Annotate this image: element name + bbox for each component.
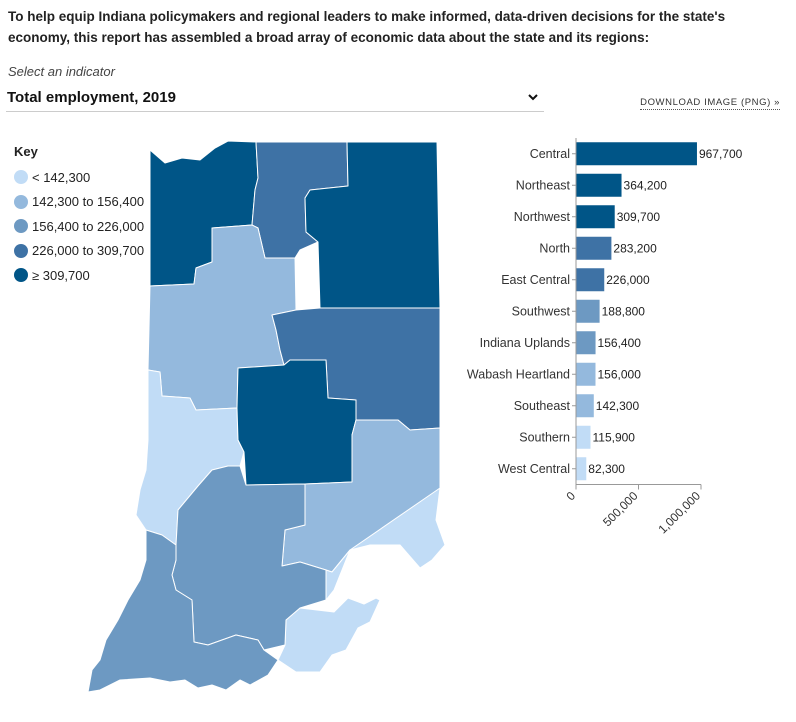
value-label: 188,800 bbox=[602, 304, 646, 318]
category-label: Southern bbox=[519, 430, 570, 444]
value-label: 156,400 bbox=[598, 336, 642, 350]
category-label: Southwest bbox=[512, 304, 571, 318]
indicator-select-value: Total employment, 2019 bbox=[7, 89, 176, 106]
indiana-region-map bbox=[87, 140, 446, 693]
key-title: Key bbox=[14, 144, 38, 159]
bar bbox=[576, 142, 697, 166]
bar bbox=[576, 268, 605, 292]
key-swatch bbox=[14, 194, 28, 209]
category-label: North bbox=[539, 241, 570, 255]
key-item: < 142,300 bbox=[14, 165, 144, 190]
key-swatch bbox=[14, 268, 28, 283]
value-label: 156,000 bbox=[598, 367, 642, 381]
value-label: 309,700 bbox=[617, 210, 661, 224]
category-label: Northeast bbox=[516, 178, 571, 192]
bar bbox=[576, 299, 600, 323]
key-swatch bbox=[14, 170, 28, 185]
key-label: < 142,300 bbox=[32, 169, 91, 185]
bar bbox=[576, 205, 615, 229]
map-key: Key < 142,300 142,300 to 156,400 156,400… bbox=[14, 144, 144, 288]
value-label: 967,700 bbox=[699, 147, 743, 161]
key-item: 226,000 to 309,700 bbox=[14, 239, 144, 264]
x-tick-label: 1,000,000 bbox=[655, 488, 703, 536]
key-swatch bbox=[14, 243, 28, 258]
bar bbox=[576, 236, 612, 260]
key-label: ≥ 309,700 bbox=[32, 267, 90, 283]
key-label: 226,000 to 309,700 bbox=[32, 243, 145, 259]
x-tick-label: 500,000 bbox=[600, 489, 641, 530]
key-swatch bbox=[14, 219, 28, 234]
key-label: 156,400 to 226,000 bbox=[32, 218, 145, 234]
value-label: 364,200 bbox=[624, 178, 668, 192]
bar bbox=[576, 425, 591, 449]
value-label: 82,300 bbox=[588, 462, 625, 476]
bar bbox=[576, 173, 622, 197]
bar bbox=[576, 394, 594, 418]
chevron-down-icon bbox=[528, 94, 538, 101]
key-item: ≥ 309,700 bbox=[14, 263, 144, 288]
category-label: Central bbox=[530, 147, 570, 161]
key-label: 142,300 to 156,400 bbox=[32, 194, 145, 210]
indicator-select-label: Select an indicator bbox=[8, 64, 115, 79]
employment-bar-chart: Central 967,700 Northeast 364,200 Northwest 3… bbox=[467, 138, 743, 536]
value-label: 283,200 bbox=[613, 241, 657, 255]
category-label: West Central bbox=[498, 462, 570, 476]
category-label: East Central bbox=[501, 273, 570, 287]
bar bbox=[576, 331, 596, 355]
bar bbox=[576, 457, 587, 481]
map-region-northeast[interactable] bbox=[304, 141, 441, 309]
value-label: 142,300 bbox=[596, 399, 640, 413]
intro-text: To help equip Indiana policymakers and r… bbox=[8, 9, 726, 45]
download-image-link[interactable]: DOWNLOAD IMAGE (PNG) » bbox=[640, 97, 780, 110]
bar bbox=[576, 362, 596, 386]
key-item: 142,300 to 156,400 bbox=[14, 190, 144, 215]
key-item: 156,400 to 226,000 bbox=[14, 214, 144, 239]
x-tick-label: 0 bbox=[563, 489, 578, 504]
indicator-select[interactable]: Total employment, 2019 bbox=[6, 86, 544, 112]
category-label: Southeast bbox=[514, 399, 571, 413]
category-label: Indiana Uplands bbox=[480, 336, 570, 350]
value-label: 226,000 bbox=[606, 273, 650, 287]
map-region-southwest[interactable] bbox=[87, 529, 279, 693]
category-label: Northwest bbox=[514, 210, 571, 224]
value-label: 115,900 bbox=[592, 430, 635, 444]
category-label: Wabash Heartland bbox=[467, 367, 570, 381]
